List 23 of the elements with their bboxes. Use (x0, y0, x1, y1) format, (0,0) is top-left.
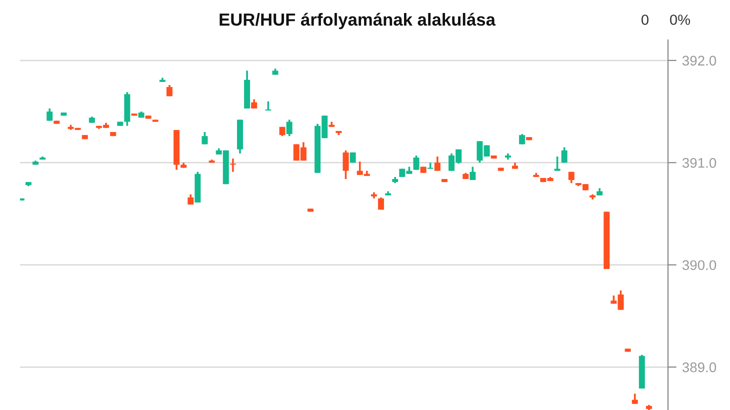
candlestick (427, 162, 434, 170)
text: 0 (642, 14, 648, 25)
y-tick-label: 392.0 (682, 56, 716, 66)
y-tick-label: 389.0 (682, 362, 716, 372)
candlestick (230, 158, 236, 173)
candlestick (519, 133, 526, 146)
candlestick (46, 108, 53, 122)
candlestick (251, 98, 258, 110)
candlestick (413, 154, 420, 171)
text: 0% (670, 14, 690, 25)
candlestick (202, 131, 208, 146)
candlestick (632, 392, 638, 405)
candlestick (554, 156, 560, 172)
candlestick (561, 146, 568, 164)
y-tick-label: 390.0 (682, 260, 716, 270)
candlestick (286, 118, 292, 137)
candlestick (342, 149, 349, 180)
candlestick (265, 100, 272, 112)
candlestick (434, 156, 440, 172)
candlestick (470, 166, 476, 181)
chart-title: EUR/HUF árfolyamának alakulása (220, 12, 496, 30)
candlestick (378, 196, 384, 211)
y-tick-label: 391.0 (682, 158, 716, 168)
